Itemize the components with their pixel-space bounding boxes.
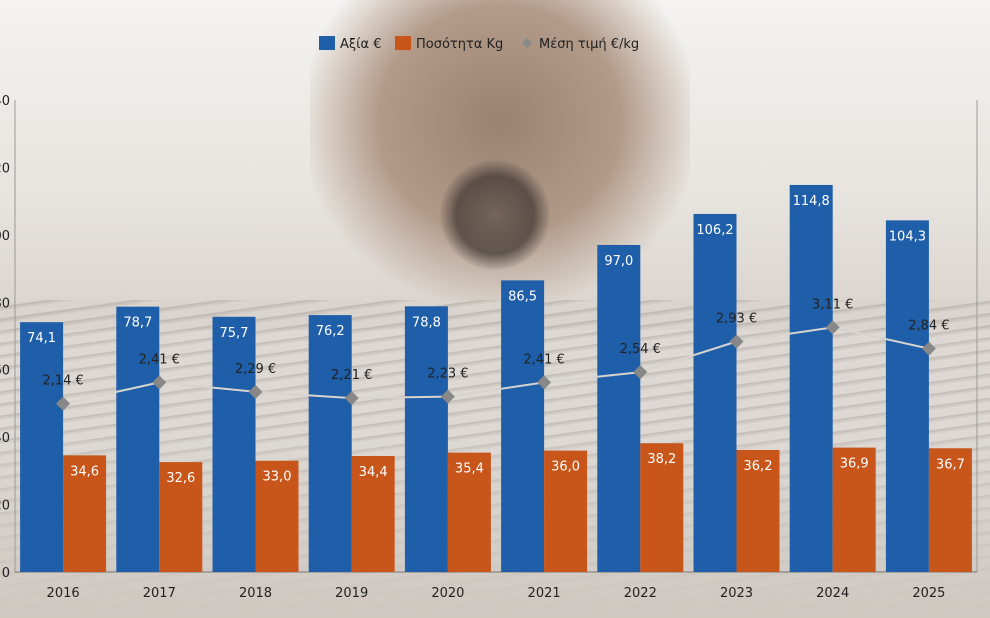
quantity-bar [832,447,876,572]
value-bar [501,280,545,572]
quantity-bar-label: 35,4 [455,462,484,477]
value-bar [404,306,448,572]
legend-label-quantity: Ποσότητα Kg [416,37,503,52]
legend-swatch-quantity [395,36,411,50]
quantity-bar [928,448,972,572]
price-label: 2,21 € [331,368,372,383]
value-bar [789,184,833,572]
quantity-bar-label: 34,6 [70,464,99,479]
price-line [62,326,930,405]
quantity-bar [447,452,491,572]
x-tick-label: 2022 [624,586,657,601]
value-bar [597,244,641,572]
quantity-bar-label: 33,0 [263,470,292,485]
value-bar [212,316,256,572]
value-bar [116,306,160,572]
price-label: 3,11 € [812,297,853,312]
quantity-bar-label: 36,0 [551,460,580,475]
quantity-bar [255,460,299,572]
x-tick-label: 2018 [239,586,272,601]
y-tick-label: 60 [0,364,10,379]
value-bar-label: 76,2 [316,324,345,339]
quantity-bars: 34,6 32,6 33,0 34,4 35,4 36,0 38,2 36,2 36,9 36,7 [63,443,972,572]
quantity-bar-label: 38,2 [647,452,676,467]
price-line-series: 2,14 € 2,41 € 2,29 € 2,21 € 2,23 € 2,41 € 2,54… [42,297,950,411]
value-bar [20,322,64,572]
x-tick-label: 2025 [912,586,945,601]
legend-label-value: Αξία € [340,37,382,52]
value-bar [308,315,352,572]
value-bar-label: 86,5 [508,289,537,304]
price-label: 2,93 € [716,312,757,327]
price-point [633,365,648,380]
value-bar-label: 75,7 [220,326,249,341]
legend-swatch-value [319,36,335,50]
x-axis-labels: 2016 2017 2018 2019 2020 2021 2022 2023 2024 2025 [47,586,946,601]
value-bar [885,220,929,573]
quantity-bar-label: 36,2 [744,459,773,474]
x-tick-label: 2019 [335,586,368,601]
legend: Αξία € Ποσότητα Kg Μέση τιμή €/kg [319,36,639,52]
y-tick-label: 20 [0,499,10,514]
price-point [248,384,263,399]
x-tick-label: 2016 [47,586,80,601]
price-point [825,320,840,335]
price-label: 2,14 € [42,374,83,389]
quantity-bar [640,443,684,572]
value-bar-label: 104,3 [889,229,926,244]
value-bar-label: 78,8 [412,315,441,330]
legend-label-price: Μέση τιμή €/kg [539,37,639,52]
price-point [56,396,71,411]
y-tick-label: 40 [0,431,10,446]
quantity-bar-label: 36,9 [840,457,869,472]
price-label: 2,29 € [235,362,276,377]
y-tick-label: 140 [0,94,10,109]
quantity-bar [544,450,588,572]
price-point [729,334,744,349]
price-point [537,375,552,390]
value-bar-label: 97,0 [604,254,633,269]
quantity-bar-label: 34,4 [359,465,388,480]
y-tick-label: 0 [2,566,10,581]
quantity-bar-label: 32,6 [166,471,195,486]
value-bar-label: 106,2 [696,223,733,238]
price-point [344,391,359,406]
value-bar [693,213,737,572]
quantity-bar-label: 36,7 [936,457,965,472]
value-bar-label: 78,7 [123,316,152,331]
x-tick-label: 2017 [143,586,176,601]
price-label: 2,23 € [427,367,468,382]
y-tick-label: 120 [0,161,10,176]
quantity-bar [351,456,395,572]
quantity-bar [63,455,107,572]
price-label: 2,54 € [620,342,661,357]
y-tick-label: 100 [0,229,10,244]
value-bar-label: 114,8 [793,194,830,209]
value-bars: 74,1 78,7 75,7 76,2 78,8 86,5 97,0 106,2 114,8 10… [20,184,929,573]
price-point [921,341,936,356]
y-axis-ticks: 0 20 40 60 80 100 120 140 [0,94,10,581]
y-tick-label: 80 [0,296,10,311]
x-tick-label: 2021 [528,586,561,601]
price-point [152,375,167,390]
x-tick-label: 2023 [720,586,753,601]
value-bar-label: 74,1 [27,331,56,346]
legend-marker-price [522,38,532,48]
price-point [440,389,455,404]
x-tick-label: 2020 [431,586,464,601]
quantity-bar [159,462,203,572]
price-label: 2,41 € [139,352,180,367]
price-label: 2,84 € [908,319,949,334]
x-tick-label: 2024 [816,586,849,601]
price-label: 2,41 € [523,352,564,367]
quantity-bar [736,449,780,572]
